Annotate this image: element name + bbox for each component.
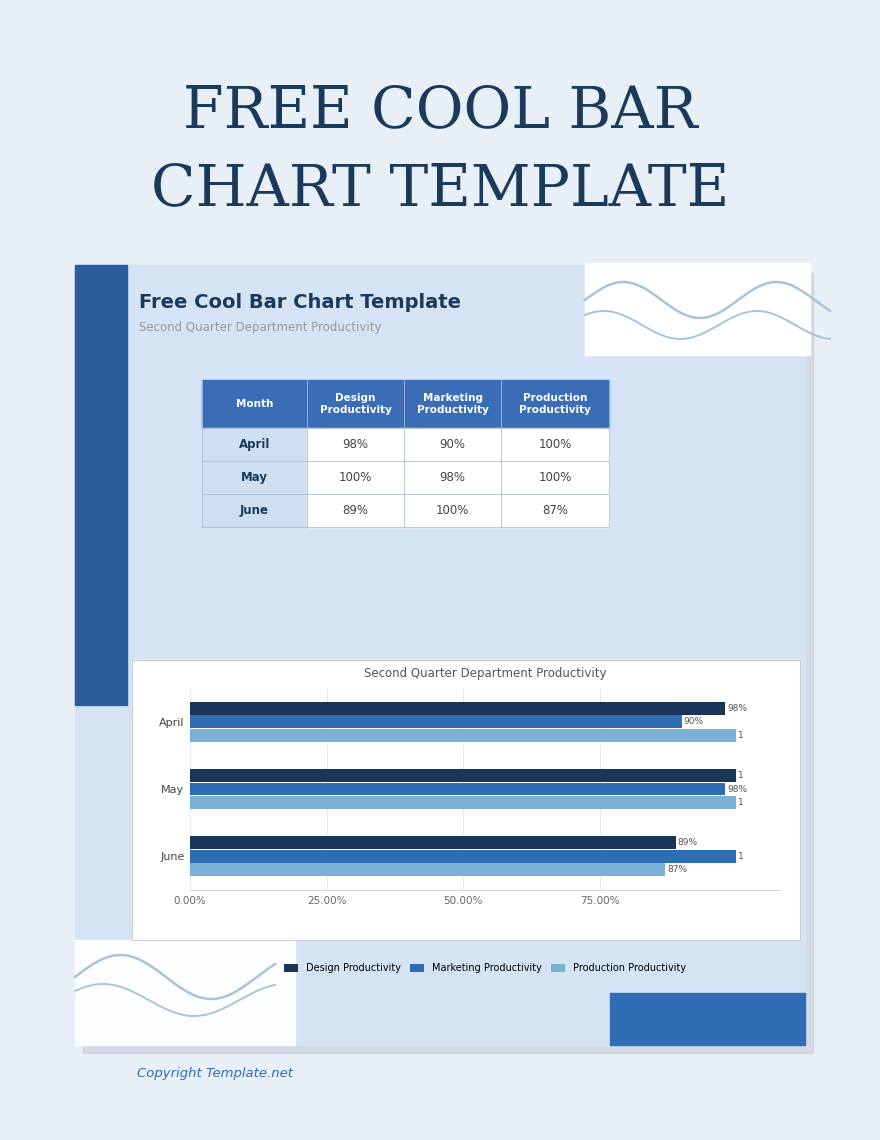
Text: FREE COOL BAR
CHART TEMPLATE: FREE COOL BAR CHART TEMPLATE (150, 83, 730, 217)
Text: 100%: 100% (539, 438, 572, 451)
Text: 1: 1 (738, 771, 744, 780)
Bar (132, 660, 800, 940)
Bar (190, 702, 725, 715)
Text: 90%: 90% (439, 438, 466, 451)
Bar (190, 782, 725, 796)
Text: Design
Productivity: Design Productivity (319, 393, 392, 415)
Bar (202, 380, 307, 428)
Text: 89%: 89% (678, 838, 698, 847)
Text: 100%: 100% (339, 471, 372, 484)
Text: 98%: 98% (727, 703, 747, 712)
Bar (190, 796, 737, 809)
Text: 1: 1 (738, 852, 744, 861)
Text: June: June (240, 504, 269, 518)
Bar (75, 264, 127, 705)
Text: May: May (241, 471, 268, 484)
Bar (190, 770, 737, 782)
Bar (501, 380, 609, 428)
Text: 98%: 98% (342, 438, 369, 451)
Text: Free Cool Bar Chart Template: Free Cool Bar Chart Template (139, 293, 461, 312)
Text: 90%: 90% (683, 717, 703, 726)
Text: Production
Productivity: Production Productivity (519, 393, 591, 415)
Text: Marketing
Productivity: Marketing Productivity (416, 393, 488, 415)
Text: 98%: 98% (439, 471, 466, 484)
Bar (132, 660, 800, 940)
Bar (404, 428, 501, 461)
Text: 87%: 87% (542, 504, 568, 518)
Text: Second Quarter Department Productivity: Second Quarter Department Productivity (363, 668, 606, 681)
Bar (404, 494, 501, 527)
Text: 89%: 89% (342, 504, 369, 518)
Bar (83, 272, 813, 1053)
Bar (307, 380, 404, 428)
Legend: Design Productivity, Marketing Productivity, Production Productivity: Design Productivity, Marketing Productiv… (281, 960, 690, 977)
Text: Copyright Template.net: Copyright Template.net (137, 1067, 293, 1080)
Text: April: April (238, 438, 270, 451)
Text: 100%: 100% (436, 504, 469, 518)
Text: 1: 1 (738, 731, 744, 740)
Bar (202, 428, 307, 461)
Bar (307, 428, 404, 461)
Bar (75, 940, 295, 1045)
Bar (190, 728, 737, 741)
Bar (307, 494, 404, 527)
Text: 98%: 98% (727, 784, 747, 793)
Bar (75, 264, 805, 1045)
Bar (307, 461, 404, 494)
Bar (190, 837, 676, 849)
Bar (610, 993, 805, 1045)
Bar (501, 461, 609, 494)
Text: Month: Month (236, 399, 273, 409)
Bar (202, 461, 307, 494)
Bar (190, 863, 665, 877)
Bar (190, 715, 682, 728)
Bar (404, 380, 501, 428)
Text: Second Quarter Department Productivity: Second Quarter Department Productivity (139, 320, 382, 334)
Bar (404, 461, 501, 494)
Bar (202, 494, 307, 527)
Bar (190, 850, 737, 863)
Bar (585, 263, 810, 355)
Bar (501, 428, 609, 461)
Text: 87%: 87% (667, 865, 687, 874)
Text: 1: 1 (738, 798, 744, 807)
Bar (501, 494, 609, 527)
Text: 100%: 100% (539, 471, 572, 484)
